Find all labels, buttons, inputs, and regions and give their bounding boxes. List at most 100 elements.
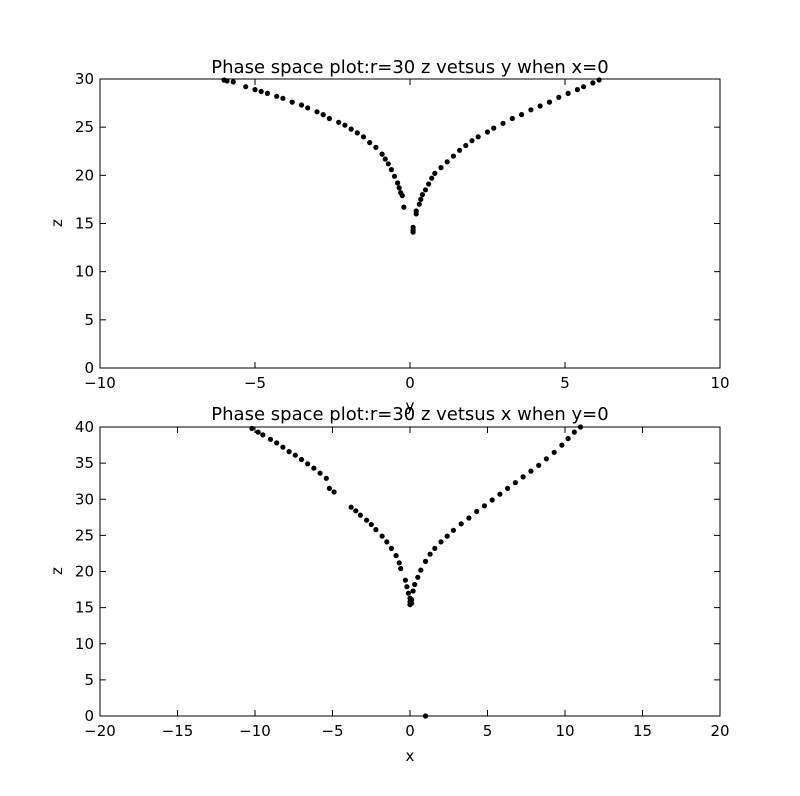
subplot-bottom-point (410, 588, 416, 594)
subplot-top-point (519, 112, 525, 118)
subplot-bottom-point (402, 577, 408, 583)
subplot-top-point (314, 109, 320, 115)
subplot-bottom-xtick-label: −5 (321, 722, 343, 740)
subplot-bottom-point (326, 485, 332, 491)
subplot-top-point (546, 99, 553, 105)
subplot-bottom-xtick-label: 10 (555, 722, 574, 740)
subplot-bottom-point (474, 508, 480, 515)
subplot-bottom-point (396, 560, 402, 566)
subplot-bottom-point (422, 558, 429, 565)
subplot-top-point (342, 122, 348, 128)
subplot-bottom-ylabel: z (48, 567, 66, 575)
subplot-bottom-point (536, 462, 542, 468)
subplot-bottom-point (384, 539, 390, 545)
subplot-top-point (463, 142, 469, 149)
subplot-bottom-point (409, 600, 415, 606)
subplot-bottom-point (260, 432, 266, 438)
subplot-bottom-ytick-label: 0 (84, 707, 94, 725)
subplot-bottom-point (393, 553, 399, 559)
subplot-bottom-point (427, 551, 433, 557)
subplot-top-xlabel: y (406, 397, 415, 415)
subplot-bottom-point (317, 470, 323, 476)
subplot-bottom-point (292, 452, 298, 458)
subplot-bottom-point (274, 440, 280, 446)
subplot-bottom-point (280, 444, 286, 450)
subplot-top-point (469, 138, 475, 144)
subplot-top-point (432, 170, 438, 176)
subplot-bottom-xlabel: x (406, 747, 415, 765)
subplot-top-point (416, 201, 422, 207)
subplot-bottom-xtick-label: 20 (710, 722, 729, 740)
subplot-bottom-point (331, 489, 337, 495)
subplot-bottom-xtick-label: −15 (162, 722, 194, 740)
subplot-top-point (590, 80, 596, 86)
subplot-bottom-point (505, 485, 511, 491)
subplot-bottom-ticks: −20 −15 −10 −5 0 5 10 15 20 0 5 10 15 20 25 30 35 40 (75, 418, 730, 740)
subplot-top-point (419, 192, 425, 198)
subplot-bottom-point (398, 566, 404, 572)
subplot-bottom-point (353, 508, 359, 514)
subplot-top-point (396, 185, 402, 191)
subplot-bottom-point (444, 533, 450, 539)
subplot-bottom-point (412, 581, 418, 588)
subplot-bottom-point (520, 474, 526, 480)
subplot-top-ytick-label: 20 (75, 166, 94, 184)
subplot-bottom-ytick-label: 10 (75, 635, 94, 653)
subplot-top-point (450, 153, 456, 159)
subplot-top-point (224, 78, 230, 84)
subplot-bottom-point (409, 597, 415, 603)
subplot-bottom-point (497, 491, 503, 497)
subplot-top-ytick-label: 30 (75, 70, 94, 88)
subplot-top-point (426, 181, 432, 187)
subplot-bottom-ytick-label: 20 (75, 563, 94, 581)
subplot-top-point (413, 208, 419, 214)
subplot-bottom-ytick-label: 30 (75, 490, 94, 508)
subplot-top-point (391, 173, 398, 179)
subplot-top-point (305, 105, 311, 111)
subplot-top-point (556, 94, 562, 100)
subplot-bottom-point (458, 521, 464, 527)
subplot-top-point (475, 134, 481, 140)
subplot-bottom-point (528, 468, 534, 474)
subplot-top-point (574, 87, 581, 93)
subplot-top-point (422, 187, 429, 193)
subplot-top-point (354, 130, 360, 136)
subplot-bottom-points (249, 424, 584, 719)
subplot-top-point (243, 84, 249, 90)
subplot-bottom-point (489, 497, 495, 503)
subplot-bottom-point (565, 436, 571, 442)
subplot-top-point (336, 119, 342, 125)
subplot-top-xtick-label: 5 (560, 374, 570, 392)
subplot-bottom-point (404, 584, 410, 590)
subplot-bottom-point (364, 517, 370, 523)
subplot-top-point (401, 204, 407, 210)
subplot-bottom-title: Phase space plot:r=30 z vetsus x when y=… (211, 404, 608, 425)
subplot-top-point (274, 93, 280, 99)
subplot-top-point (385, 161, 391, 167)
subplot-top-point (484, 129, 491, 135)
subplot-top-xtick-label: 10 (710, 374, 729, 392)
subplot-top-point (581, 84, 587, 90)
subplot-bottom-xtick-label: −10 (239, 722, 271, 740)
subplot-top-point (360, 134, 367, 140)
subplot-bottom: Phase space plot:r=30 z vetsus x when y=… (48, 404, 730, 765)
subplot-top-ytick-label: 5 (84, 311, 94, 329)
subplot-top-ylabel: z (48, 219, 66, 227)
subplot-top-point (280, 95, 286, 101)
subplot-top-point (565, 90, 571, 96)
subplot-top-ytick-label: 0 (84, 359, 94, 377)
subplot-top-point (429, 175, 435, 181)
subplot-top-point (399, 193, 405, 199)
subplot-bottom-point (512, 480, 519, 486)
subplot-top-point (410, 224, 416, 230)
subplot-top-title: Phase space plot:r=30 z vetsus y when x=… (211, 57, 608, 78)
subplot-bottom-point (438, 539, 444, 545)
subplot-bottom-ytick-label: 25 (75, 526, 94, 544)
subplot-bottom-point (388, 545, 394, 552)
subplot-top-point (418, 196, 424, 202)
subplot-top-point (395, 180, 401, 186)
subplot-top-ytick-label: 15 (75, 215, 94, 233)
subplot-bottom-xtick-label: −20 (84, 722, 116, 740)
